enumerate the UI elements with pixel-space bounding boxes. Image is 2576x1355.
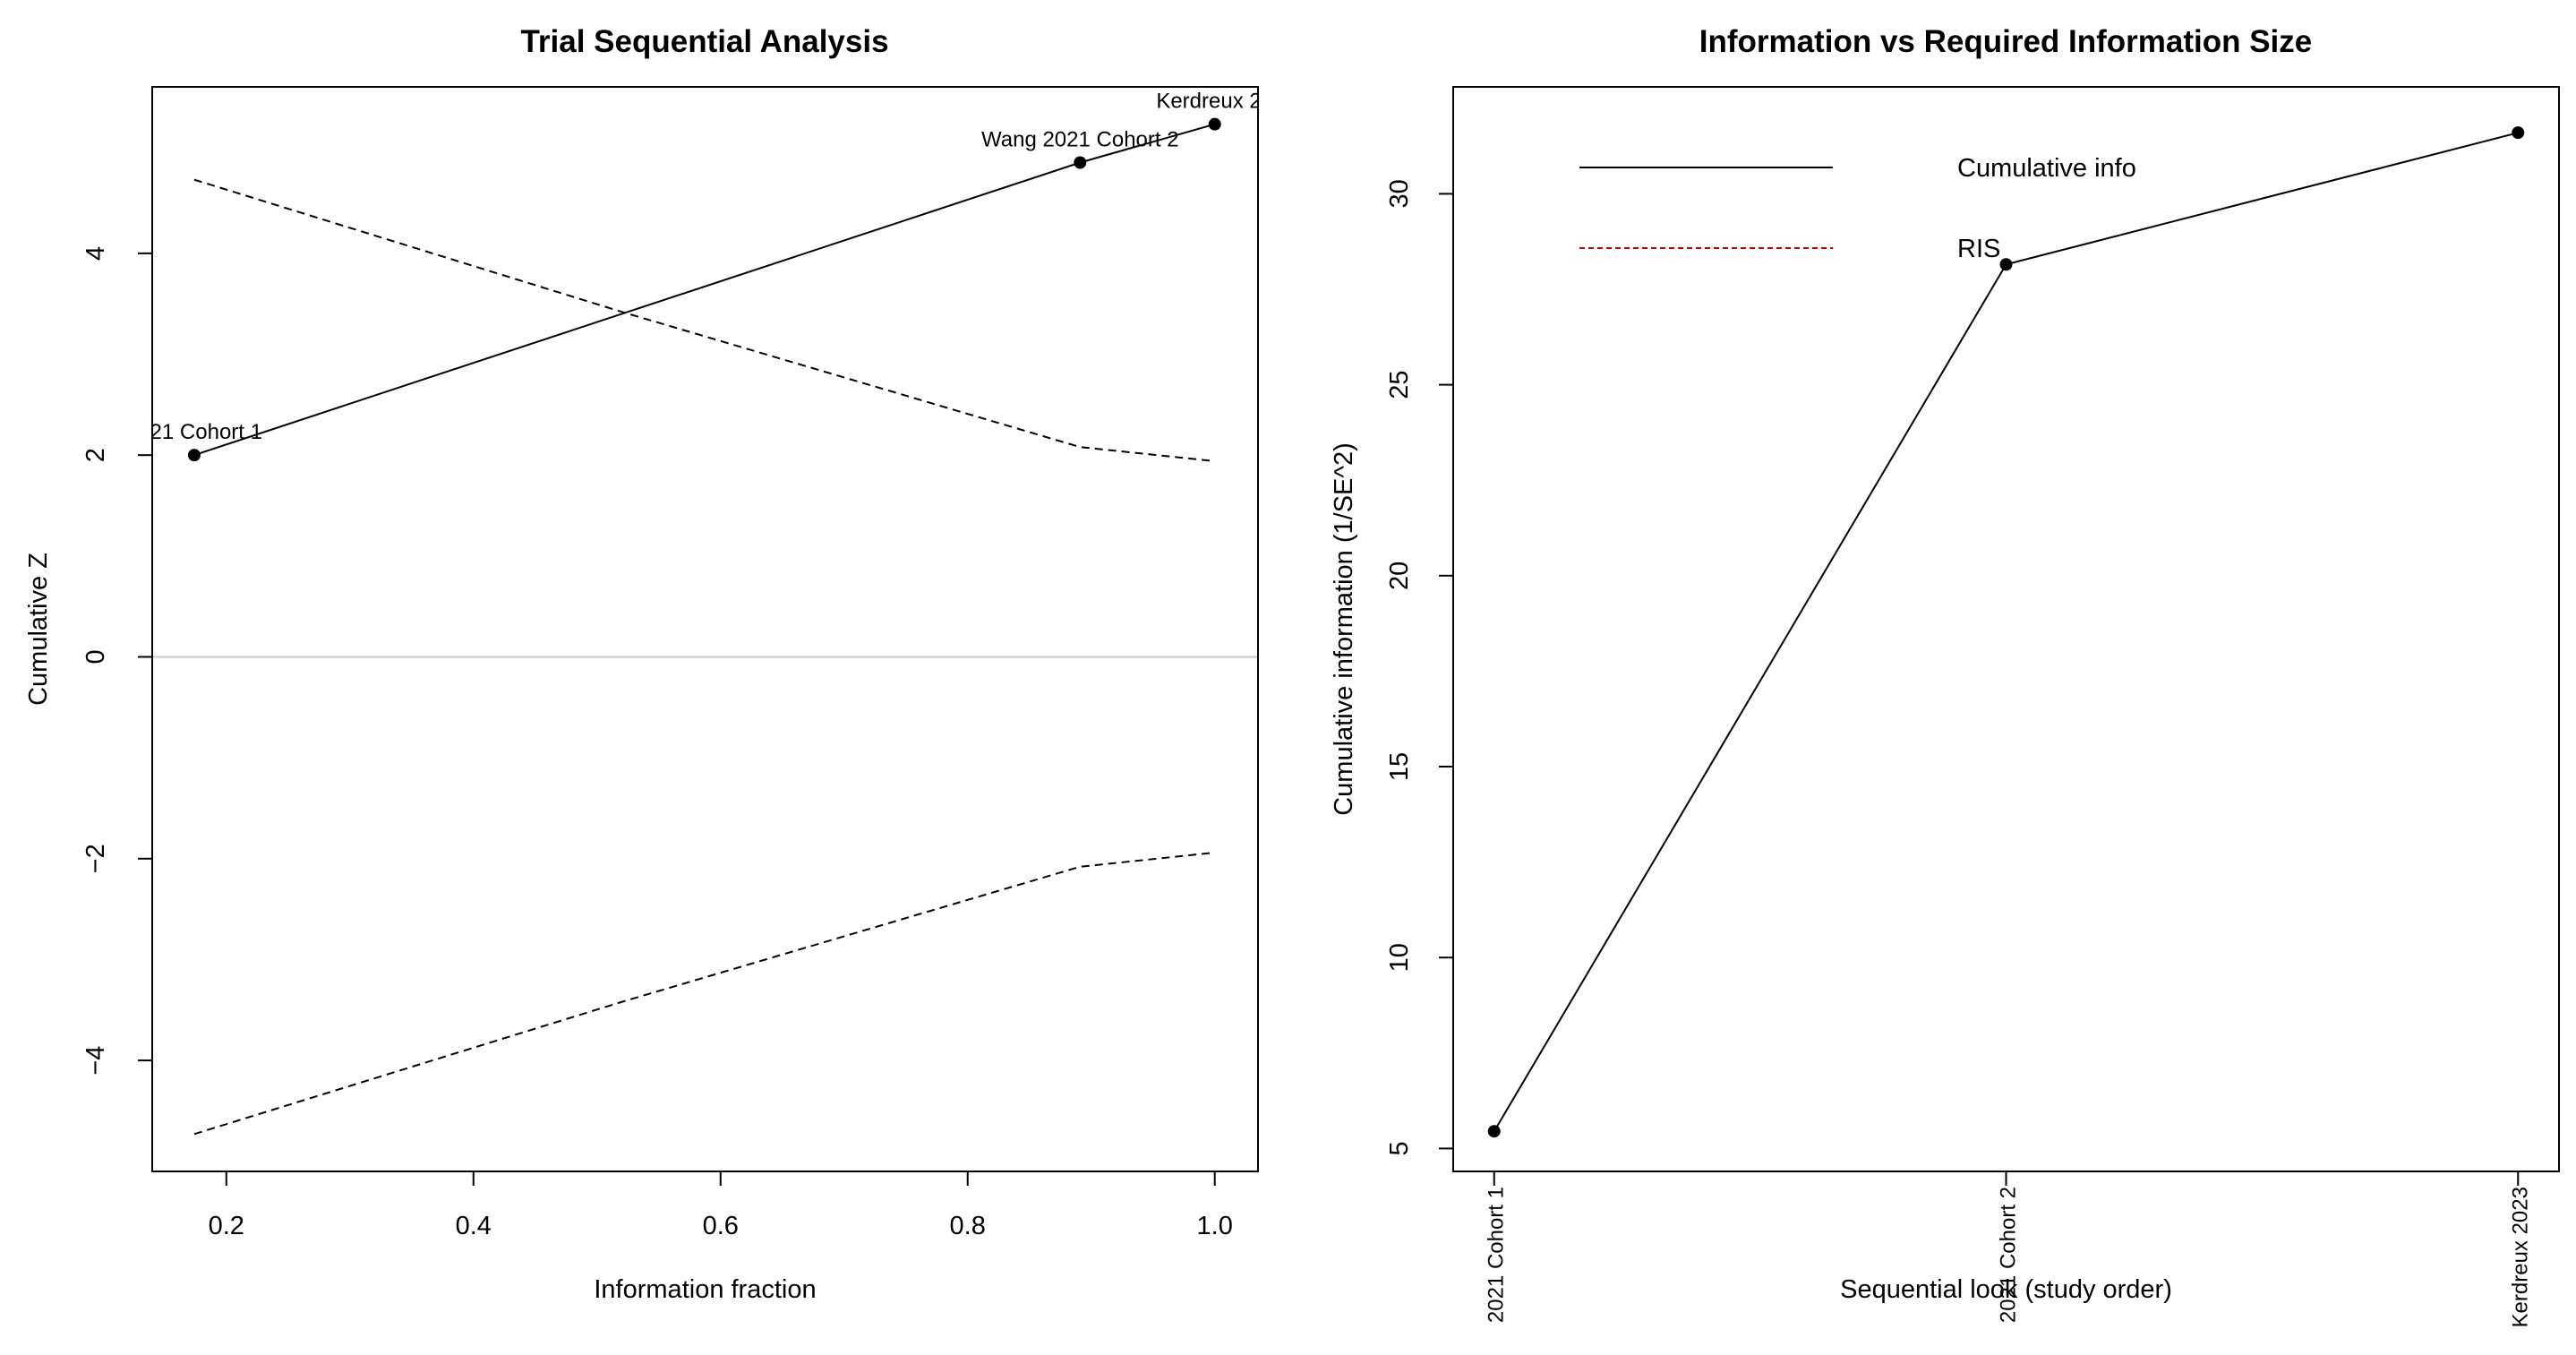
y-tick-label: 2 xyxy=(81,448,110,462)
plot-area xyxy=(1487,126,2525,1138)
x-tick-label: 2021 Cohort 1 xyxy=(1485,1187,1509,1323)
series-line-cumulative-z xyxy=(193,123,1215,457)
x-tick-label: 0.2 xyxy=(209,1212,244,1240)
x-axis-label: Information fraction xyxy=(594,1275,816,1304)
legend-label: RIS xyxy=(1957,235,2000,263)
x-tick-label: 2021 Cohort 2 xyxy=(1997,1187,2021,1323)
y-axis-label: Cumulative information (1/SE^2) xyxy=(1330,442,1358,816)
y-tick-label: −4 xyxy=(81,1046,110,1076)
x-tick-label: 0.8 xyxy=(950,1212,986,1240)
legend-label: Cumulative info xyxy=(1957,154,2136,183)
y-tick-label: 25 xyxy=(1385,370,1414,399)
y-tick-label: 15 xyxy=(1385,752,1414,781)
point-label: Kerdreux 20 xyxy=(1156,90,1273,114)
tsa-panel: Trial Sequential Analysis Information fra… xyxy=(24,24,1273,1304)
y-tick-label: 5 xyxy=(1385,1141,1414,1155)
data-point xyxy=(1999,258,2013,271)
data-point xyxy=(2512,126,2525,140)
point-label: Wang 2021 Cohort 2 xyxy=(981,127,1179,151)
data-point xyxy=(1074,156,1087,169)
x-axis-label: Sequential look (study order) xyxy=(1840,1275,2172,1304)
x-tick-label: 1.0 xyxy=(1197,1212,1233,1240)
y-tick-label: 30 xyxy=(1385,179,1414,208)
y-tick-label: −2 xyxy=(81,844,110,873)
plot-frame xyxy=(151,86,1259,1172)
y-tick-label: 20 xyxy=(1385,562,1414,590)
plot-frame xyxy=(1452,86,2560,1172)
data-point xyxy=(1487,1125,1501,1138)
y-tick-label: 10 xyxy=(1385,943,1414,972)
plot-area: 2021 Cohort 1 Wang 2021 Cohort 2 Kerdreux … xyxy=(126,90,1273,1136)
information-panel: Information vs Required Information Size… xyxy=(1330,24,2560,1327)
y-tick-label: 4 xyxy=(81,246,110,261)
chart-title: Trial Sequential Analysis xyxy=(520,24,888,59)
x-tick-label: Kerdreux 2023 xyxy=(2508,1187,2532,1327)
y-tick-label: 0 xyxy=(81,649,110,664)
series-line-lower-boundary xyxy=(193,852,1215,1136)
x-tick-label: 0.6 xyxy=(703,1212,739,1240)
series-line-cumulative-info xyxy=(1493,132,2519,1132)
y-axis-label: Cumulative Z xyxy=(24,553,53,706)
data-point xyxy=(187,449,201,462)
data-point xyxy=(1208,117,1221,131)
series-line-upper-boundary xyxy=(193,178,1215,462)
chart-title: Information vs Required Information Size xyxy=(1699,24,2313,59)
x-tick-label: 0.4 xyxy=(456,1212,492,1240)
point-label: 2021 Cohort 1 xyxy=(126,420,262,444)
